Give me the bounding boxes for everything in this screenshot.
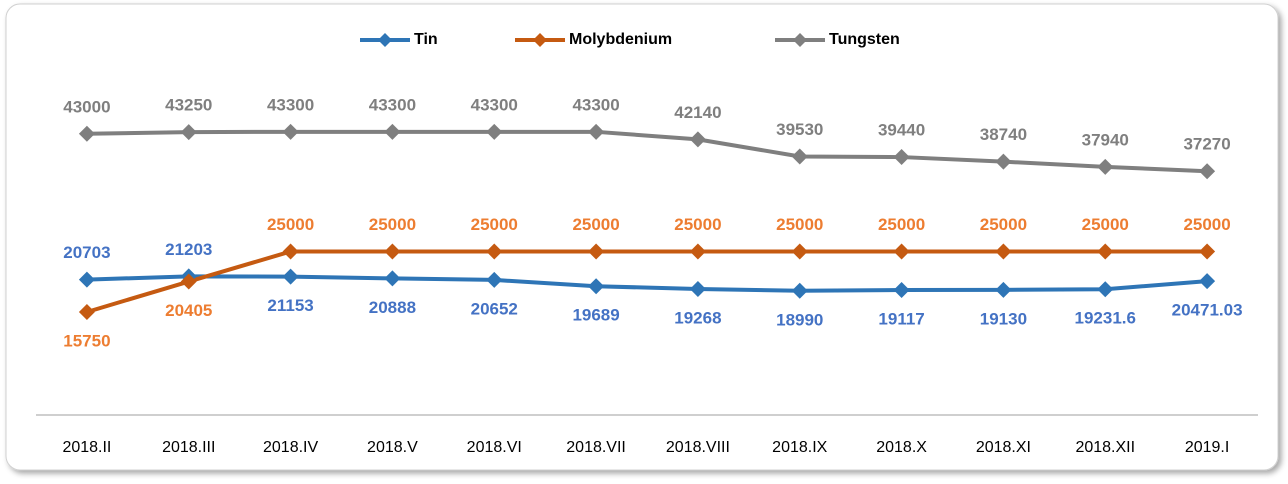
data-label: 37270 — [1183, 135, 1230, 154]
x-tick-label: 2018.X — [876, 439, 927, 456]
legend-label: Tungsten — [829, 31, 900, 48]
x-tick-label: 2019.I — [1185, 439, 1229, 456]
data-label: 43300 — [572, 95, 619, 114]
series-line — [86, 249, 1208, 314]
data-point — [689, 131, 706, 148]
data-point — [588, 278, 605, 295]
data-point — [1199, 163, 1216, 180]
data-label: 20888 — [369, 298, 416, 317]
data-point — [995, 243, 1012, 260]
data-point — [588, 123, 605, 140]
data-label: 25000 — [471, 215, 518, 234]
data-label: 39530 — [776, 120, 823, 139]
data-label: 19268 — [674, 308, 721, 327]
data-point — [78, 271, 95, 288]
data-point — [1199, 243, 1216, 260]
data-label: 15750 — [63, 331, 110, 350]
data-point — [282, 243, 299, 260]
data-point — [180, 124, 197, 141]
data-label: 43300 — [369, 95, 416, 114]
data-point — [486, 271, 503, 288]
data-label: 25000 — [1082, 215, 1129, 234]
legend-marker — [533, 33, 547, 47]
data-label: 20405 — [165, 301, 212, 320]
data-label: 37940 — [1082, 130, 1129, 149]
x-tick-label: 2018.III — [162, 439, 215, 456]
data-point — [893, 281, 910, 298]
chart-frame — [5, 3, 1279, 471]
data-point — [1199, 273, 1216, 290]
data-point — [486, 243, 503, 260]
x-tick-label: 2018.V — [367, 439, 418, 456]
data-point — [791, 148, 808, 165]
x-tick-label: 2018.XII — [1075, 439, 1135, 456]
data-point — [282, 123, 299, 140]
data-point — [689, 280, 706, 297]
data-label: 25000 — [674, 215, 721, 234]
data-point — [995, 153, 1012, 170]
data-label: 39440 — [878, 121, 925, 140]
x-tick-label: 2018.IV — [263, 439, 318, 456]
data-label: 21153 — [267, 296, 313, 315]
data-label: 25000 — [878, 215, 925, 234]
data-label: 25000 — [980, 215, 1027, 234]
x-tick-label: 2018.II — [62, 439, 111, 456]
data-label: 25000 — [1183, 215, 1230, 234]
data-point — [588, 243, 605, 260]
data-label: 20471.03 — [1172, 301, 1243, 320]
data-label: 43300 — [471, 95, 518, 114]
data-point — [384, 270, 401, 287]
series-line — [86, 274, 1208, 293]
x-tick-label: 2018.XI — [976, 439, 1031, 456]
data-label: 21203 — [165, 240, 212, 259]
data-point — [893, 149, 910, 166]
data-label: 25000 — [267, 215, 314, 234]
data-point — [689, 243, 706, 260]
data-label: 18990 — [776, 310, 823, 329]
data-label: 42140 — [674, 103, 721, 122]
data-label: 19689 — [572, 306, 619, 325]
data-point — [180, 273, 197, 290]
series-line — [86, 129, 1208, 174]
x-tick-label: 2018.VI — [467, 439, 522, 456]
legend-marker — [378, 33, 392, 47]
data-label: 19117 — [878, 309, 924, 328]
data-point — [1097, 281, 1114, 298]
data-label: 43250 — [165, 96, 212, 115]
x-tick-label: 2018.VII — [566, 439, 626, 456]
data-label: 25000 — [572, 215, 619, 234]
x-tick-label: 2018.VIII — [666, 439, 730, 456]
data-point — [1097, 158, 1114, 175]
data-point — [384, 123, 401, 140]
data-point — [384, 243, 401, 260]
data-point — [486, 123, 503, 140]
data-label: 43000 — [63, 97, 110, 116]
data-point — [791, 243, 808, 260]
data-point — [78, 303, 95, 320]
legend-marker — [793, 33, 807, 47]
data-label: 20703 — [63, 243, 110, 262]
data-label: 38740 — [980, 125, 1027, 144]
data-point — [282, 268, 299, 285]
data-point — [893, 243, 910, 260]
data-point — [78, 125, 95, 142]
data-point — [791, 282, 808, 299]
legend-label: Tin — [414, 31, 438, 48]
data-label: 20652 — [471, 299, 518, 318]
data-label: 25000 — [369, 215, 416, 234]
data-point — [1097, 243, 1114, 260]
data-label: 25000 — [776, 215, 823, 234]
x-tick-label: 2018.IX — [772, 439, 827, 456]
data-label: 19231.6 — [1075, 309, 1136, 328]
data-point — [995, 281, 1012, 298]
data-label: 19130 — [980, 309, 1027, 328]
legend-label: Molybdenium — [569, 31, 672, 48]
data-label: 43300 — [267, 95, 314, 114]
